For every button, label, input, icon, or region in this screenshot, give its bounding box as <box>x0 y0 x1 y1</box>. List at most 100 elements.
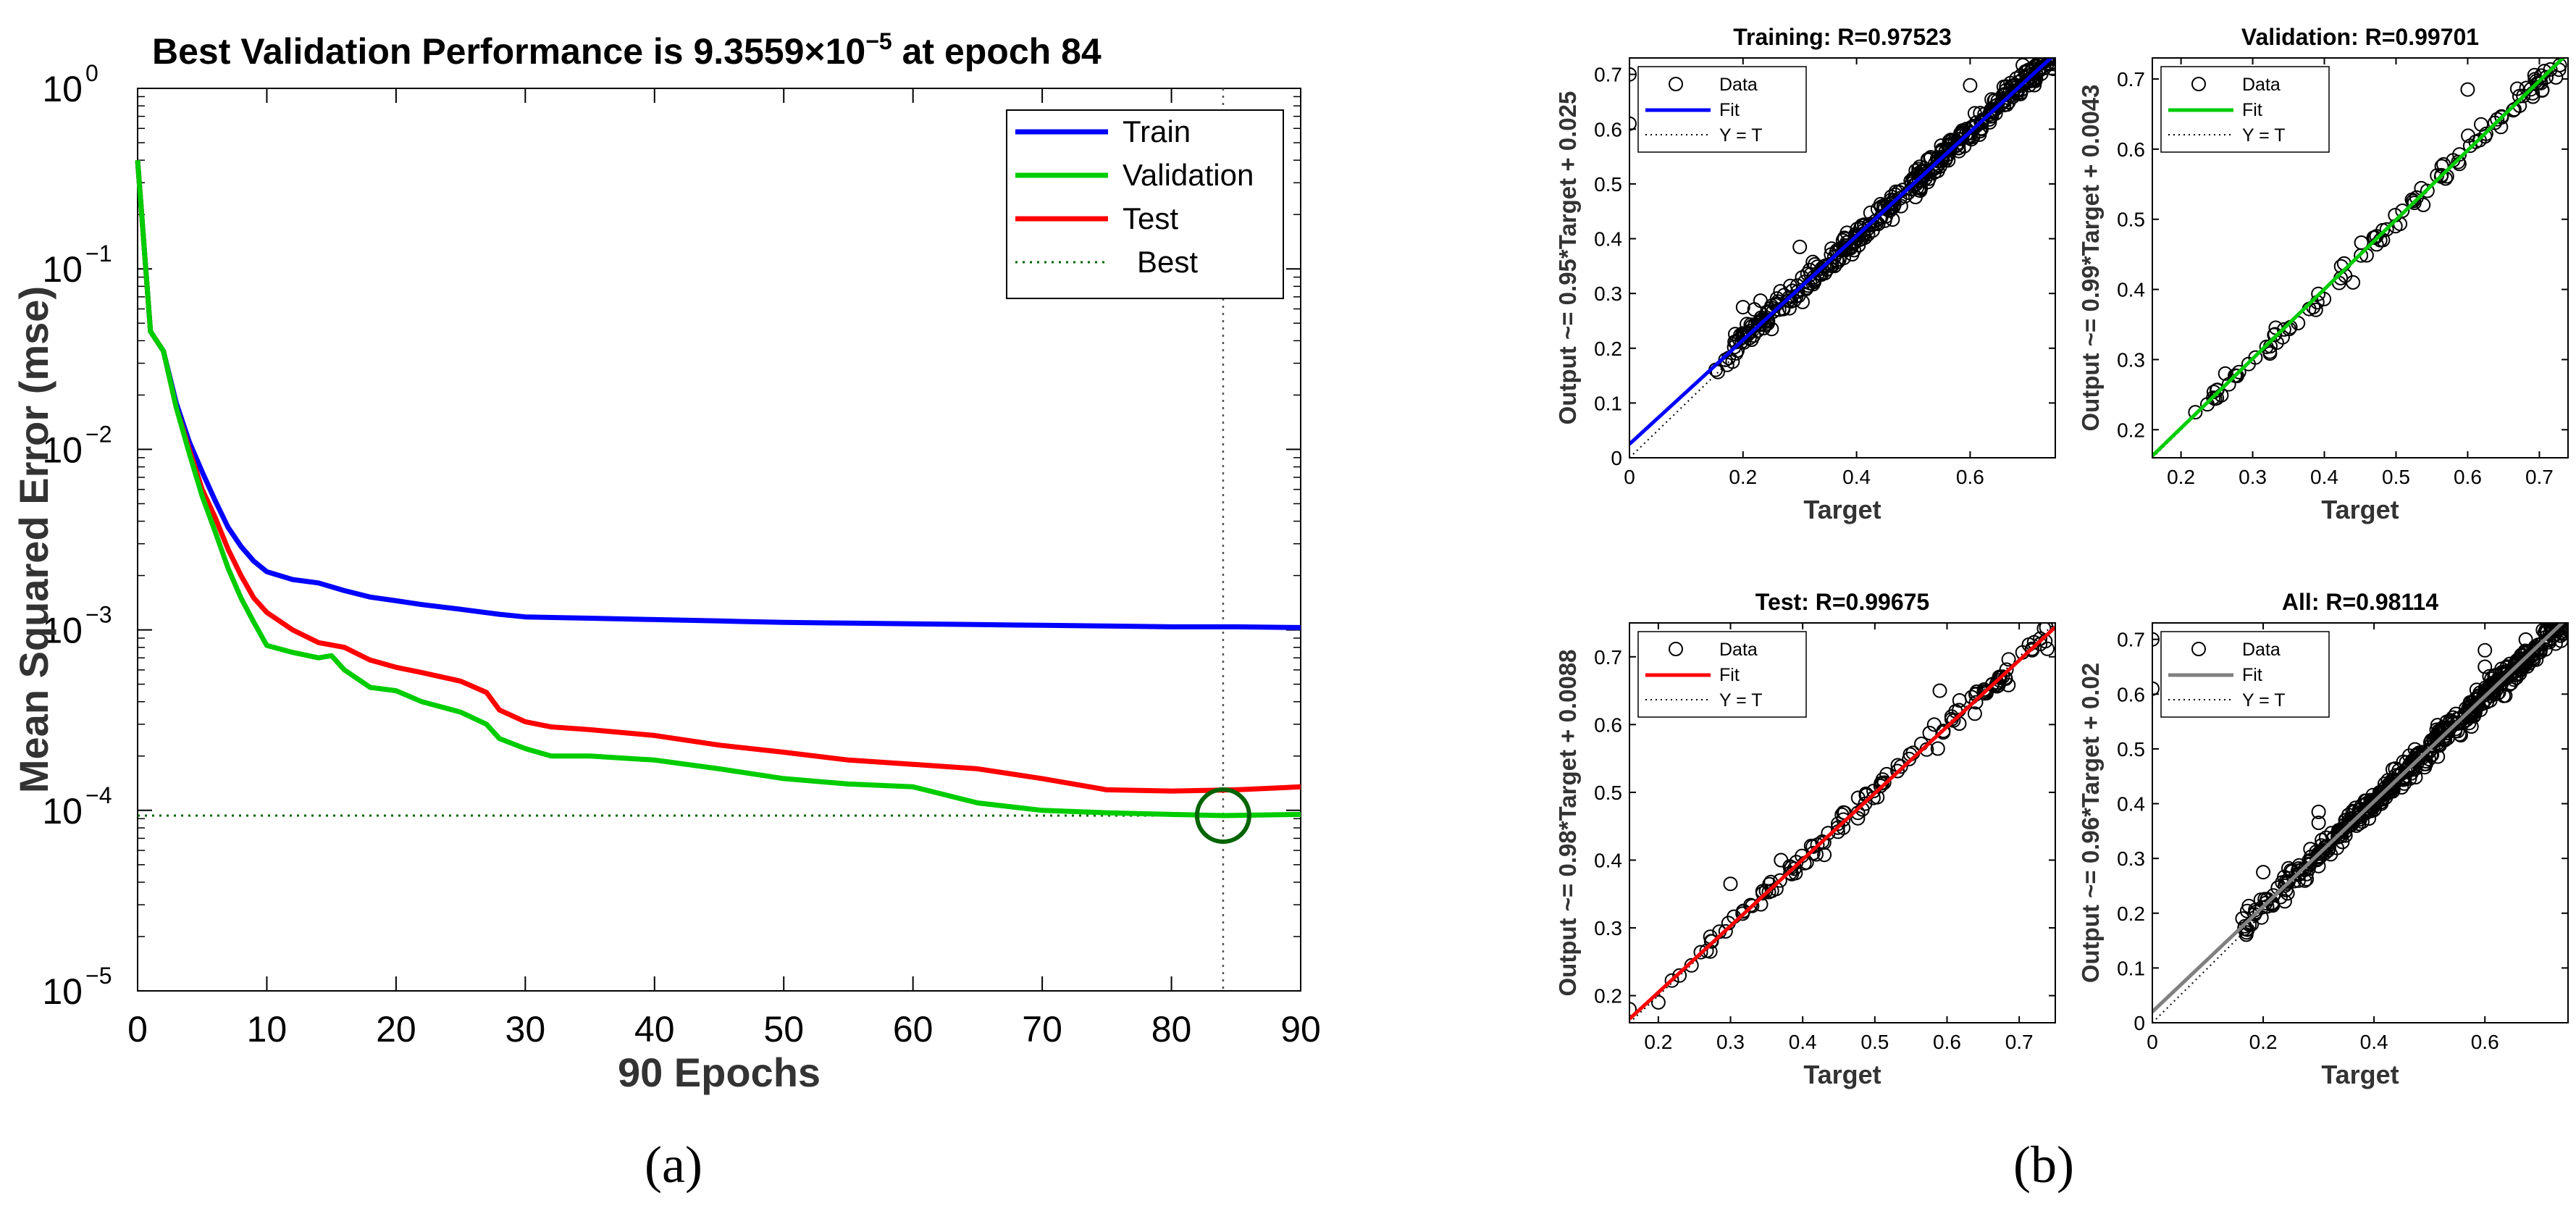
y-tick-label: 10 <box>42 249 83 290</box>
y-tick-label: 0.5 <box>1594 782 1622 804</box>
y-tick-label: 0.7 <box>2117 629 2145 651</box>
x-tick-label: 0.5 <box>2382 466 2410 488</box>
data-point <box>2311 816 2326 830</box>
data-point <box>2259 339 2274 354</box>
y-tick-label: 0.7 <box>2117 68 2145 91</box>
data-point <box>2415 750 2430 765</box>
data-point <box>2379 784 2394 799</box>
data-point <box>2152 681 2160 696</box>
title-suffix: at epoch 84 <box>892 31 1102 72</box>
legend-label-data: Data <box>2242 640 2281 660</box>
legend-label-identity: Y = T <box>2242 125 2286 146</box>
y-axis-label: Output ~= 0.98*Target + 0.0088 <box>1554 649 1581 996</box>
plot-title: Test: R=0.99675 <box>1755 589 1929 615</box>
data-point <box>1831 816 1845 832</box>
y-tick-label: 10 <box>42 791 83 832</box>
y-tick-label: 0.3 <box>2117 847 2145 870</box>
legend-label-test: Test <box>1123 201 1178 235</box>
x-tick-label: 0 <box>127 1009 148 1050</box>
y-tick-label: 0 <box>2134 1012 2145 1034</box>
data-point <box>2430 736 2445 750</box>
data-point <box>1946 713 1961 728</box>
data-point <box>2317 839 2333 855</box>
x-axis-label: Target <box>1803 1060 1881 1089</box>
data-point <box>1983 104 1998 120</box>
y-tick-label: 0.7 <box>1594 64 1622 86</box>
series-test-line <box>135 159 1301 794</box>
data-point <box>1922 726 1937 740</box>
x-tick-label: 0.7 <box>2525 466 2554 488</box>
data-point <box>1893 759 1908 774</box>
data-point <box>2367 230 2383 245</box>
x-tick-label: 0.5 <box>1860 1031 1889 1053</box>
data-point <box>2518 632 2533 647</box>
data-point <box>1880 198 1895 213</box>
data-point <box>1650 994 1666 1010</box>
data-point <box>1808 257 1822 272</box>
data-point <box>1783 866 1798 881</box>
legend-label-validation: Validation <box>1123 158 1254 192</box>
data-point <box>1974 115 1989 130</box>
data-point <box>1704 934 1719 949</box>
data-point <box>1908 163 1923 178</box>
x-tick-label: 0 <box>1624 466 1635 488</box>
y-tick-label: 0.3 <box>1594 282 1622 305</box>
data-point <box>2478 642 2493 658</box>
plot-title: Training: R=0.97523 <box>1733 24 1951 50</box>
data-point <box>2241 356 2256 372</box>
data-point <box>1877 201 1892 216</box>
identity-line <box>1629 623 2055 1023</box>
identity-line <box>1629 58 2045 458</box>
data-point <box>2493 677 2509 692</box>
data-point <box>2385 762 2400 777</box>
legend-label-fit: Fit <box>1719 100 1740 120</box>
x-tick-label: 0.4 <box>2310 466 2338 488</box>
x-tick-label: 0.6 <box>2454 466 2482 488</box>
fit-line <box>1629 58 2054 445</box>
y-tick-label: 0.5 <box>2117 738 2145 761</box>
data-point <box>1774 853 1789 868</box>
data-point <box>2543 627 2557 642</box>
data-point <box>2278 878 2293 893</box>
legend-label-fit: Fit <box>2242 100 2262 120</box>
data-point <box>2047 58 2055 63</box>
regression-plot-validation: 0.2 0.3 0.4 0.5 0.6 0.7 0.2 0.3 0.4 0.5 0.6 0.7 Vali… <box>2077 24 2569 524</box>
regression-plot-training: 0 0.2 0.4 0.6 0 0.1 0.2 0.3 0.4 0.5 0.6 0.7 Training… <box>1554 24 2056 524</box>
x-tick-label: 0.4 <box>2360 1031 2388 1053</box>
x-tick-label: 0.2 <box>1644 1031 1672 1053</box>
data-point <box>1850 811 1866 826</box>
legend-label-data: Data <box>2242 75 2281 95</box>
legend-label-identity: Y = T <box>1719 125 1763 146</box>
y-tick-label: 0.5 <box>2117 209 2145 231</box>
data-point <box>1629 116 1637 131</box>
x-tick-label: 50 <box>763 1009 804 1050</box>
best-marker <box>1194 787 1251 845</box>
x-tick-label: 30 <box>505 1009 546 1050</box>
data-point <box>2402 771 2417 786</box>
x-axis-label: Target <box>2321 495 2399 524</box>
fit-line <box>2152 58 2566 458</box>
data-point <box>2001 652 2016 667</box>
title-prefix: Best Validation Performance is 9.3559×10 <box>152 31 865 72</box>
x-tick-label: 0.2 <box>2167 466 2195 488</box>
y-tick-label: 0.1 <box>1594 392 1622 414</box>
series-train-line <box>135 159 1301 630</box>
data-point <box>2308 302 2323 317</box>
data-point <box>1773 284 1788 299</box>
x-tick-label: 40 <box>634 1009 675 1050</box>
x-tick-label: 90 <box>1280 1009 1321 1050</box>
data-point <box>2311 804 2326 819</box>
y-axis-label: Mean Squared Error (mse) <box>11 286 56 793</box>
legend-label-best: Best <box>1137 245 1198 279</box>
data-point <box>1672 968 1687 983</box>
data-point <box>1930 741 1945 756</box>
data-point <box>2416 197 2431 212</box>
y-tick-label: 0.4 <box>2117 793 2145 816</box>
data-point <box>2532 75 2547 90</box>
plot-frame <box>2152 57 2569 458</box>
series-validation-line <box>135 159 1301 818</box>
data-point <box>2379 222 2394 237</box>
data-point <box>2354 235 2369 250</box>
y-axis-label: Output ~= 0.95*Target + 0.025 <box>1554 91 1581 425</box>
y-tick-label: 0.2 <box>2117 903 2145 925</box>
